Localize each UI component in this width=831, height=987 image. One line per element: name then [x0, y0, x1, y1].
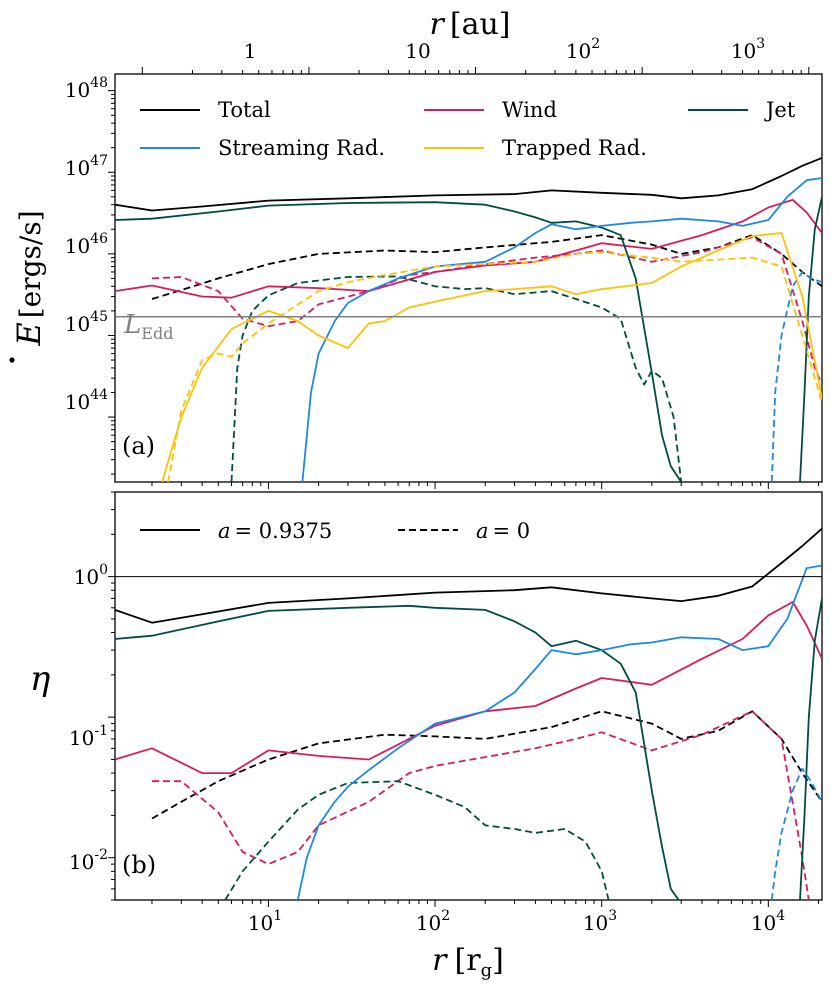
- bottom-xlabel: r [rg]: [432, 943, 504, 981]
- panel-b: (b) 100 10-1 10-2 η a = 0.9375 a = 0 101 1…: [30, 491, 823, 981]
- legend-spin-solid: a = 0.9375: [218, 519, 332, 543]
- panelB-series-jet-solid-5: [799, 598, 822, 900]
- ytick-1e44: 1044: [65, 387, 108, 414]
- svg-text:E[ergs/s]: E[ergs/s]: [10, 210, 48, 346]
- panelA-series-streaming-rad-dashed-8: [770, 271, 822, 482]
- ytick-1e47: 1047: [65, 153, 108, 180]
- panel-b-yticks: 100 10-1 10-2: [69, 562, 108, 874]
- panelB-series-streaming-rad-solid-7: [296, 564, 822, 900]
- panelA-series-wind-dashed-3: [151, 236, 822, 385]
- top-tick-1000: 103: [731, 36, 765, 63]
- panel-a-top-ticks: 1 10 102 103: [244, 36, 766, 63]
- panelA-series-jet-solid-5: [799, 196, 822, 482]
- panelA-series-jet-dashed-6: [230, 275, 683, 482]
- ytick-1e45: 1045: [65, 309, 108, 336]
- panel-a-ylabel: E[ergs/s]: [9, 210, 48, 363]
- legend-spin-dashed: a = 0: [476, 519, 530, 543]
- panelA-axis-ticks: [108, 67, 819, 489]
- panel-a-label: (a): [122, 432, 155, 460]
- panelA-series-total-dashed-1: [151, 234, 822, 300]
- xtick-1000: 103: [583, 908, 617, 935]
- panelB-series-jet-solid-4: [115, 604, 680, 900]
- ytick-1e46: 1046: [65, 231, 108, 258]
- panel-a: LEdd (a) 1048 1047 1046 1045 1044 1 10 1…: [9, 7, 823, 483]
- panelA-series-trapped-rad-dashed-10: [167, 251, 822, 482]
- ledd-label: LEdd: [123, 310, 173, 343]
- panelB-series-wind-dashed-3: [152, 710, 810, 900]
- panelB-series-total-dashed-1: [151, 710, 822, 820]
- ytick-1e-1: 10-1: [69, 723, 108, 750]
- ylabel-dot: [9, 357, 15, 363]
- legend-trapped: Trapped Rad.: [502, 136, 647, 160]
- panelA-series-total-solid-0: [115, 157, 822, 212]
- legend-jet: Jet: [764, 98, 796, 122]
- panelB-series-total-solid-0: [115, 527, 822, 624]
- ytick-1e0: 100: [74, 562, 108, 589]
- legend-wind: Wind: [502, 98, 557, 122]
- panel-a-curves: [115, 157, 822, 482]
- panelA-series-streaming-rad-solid-7: [301, 177, 822, 482]
- panel-b-frame: [114, 491, 823, 901]
- panelB-series-wind-solid-2: [115, 601, 822, 774]
- panel-a-yticks: 1048 1047 1046 1045 1044: [65, 75, 108, 414]
- top-xlabel: r [au]: [430, 7, 511, 42]
- top-tick-10: 10: [405, 39, 430, 63]
- panelB-series-streaming-rad-dashed-8: [770, 767, 822, 900]
- panelB-series-jet-dashed-6: [224, 780, 610, 900]
- xtick-10: 101: [248, 908, 282, 935]
- panelA-series-jet-solid-4: [115, 201, 682, 482]
- top-tick-1: 1: [244, 39, 257, 63]
- legend-streaming: Streaming Rad.: [218, 136, 385, 160]
- panelA-series-trapped-rad-solid-9: [161, 232, 822, 482]
- panel-b-label: (b): [122, 851, 156, 879]
- panel-a-legend: Total Wind Jet Streaming Rad. Trapped Ra…: [140, 98, 796, 160]
- panelB-axis-ticks: [108, 491, 819, 907]
- panel-b-ylabel: η: [30, 659, 51, 699]
- top-tick-100: 102: [566, 36, 600, 63]
- xtick-10000: 104: [751, 908, 785, 935]
- panel-b-xticks: 101 102 103 104: [248, 908, 785, 935]
- legend-total: Total: [218, 98, 271, 122]
- panel-b-legend: a = 0.9375 a = 0: [140, 519, 530, 543]
- ytick-1e-2: 10-2: [69, 847, 108, 874]
- xtick-100: 102: [416, 908, 450, 935]
- panel-b-curves: [115, 527, 822, 900]
- ytick-1e48: 1048: [65, 75, 108, 102]
